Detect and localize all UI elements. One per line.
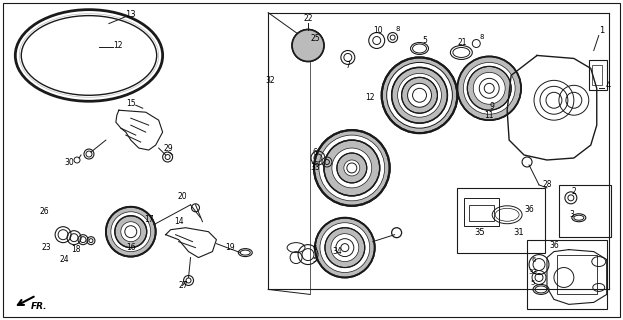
Circle shape: [106, 207, 156, 257]
Text: 29: 29: [164, 144, 173, 153]
Text: 36: 36: [549, 241, 559, 250]
Text: 8: 8: [396, 26, 400, 32]
Circle shape: [319, 135, 384, 201]
Bar: [557, 255, 597, 294]
Text: 33: 33: [310, 164, 320, 172]
Circle shape: [115, 216, 147, 248]
Text: 36: 36: [524, 205, 534, 214]
Text: 5: 5: [422, 36, 427, 45]
Text: 9: 9: [490, 102, 495, 111]
Text: 22: 22: [303, 14, 313, 23]
Circle shape: [325, 228, 365, 268]
Circle shape: [382, 58, 457, 133]
Text: 12: 12: [365, 93, 374, 102]
Circle shape: [407, 83, 432, 107]
Text: 12: 12: [113, 41, 123, 50]
Text: 5: 5: [313, 257, 317, 263]
Text: 17: 17: [144, 215, 153, 224]
Text: 31: 31: [514, 228, 525, 237]
Bar: [464, 198, 499, 226]
Text: 23: 23: [41, 243, 51, 252]
Text: 21: 21: [457, 38, 467, 47]
Circle shape: [392, 68, 447, 123]
Text: 18: 18: [71, 245, 81, 254]
Text: 1: 1: [599, 26, 604, 35]
Circle shape: [292, 29, 324, 61]
Text: 20: 20: [178, 192, 188, 201]
Circle shape: [337, 153, 367, 183]
Circle shape: [314, 130, 389, 206]
Text: 7: 7: [345, 61, 350, 70]
Text: 8: 8: [479, 34, 483, 40]
Text: 6: 6: [313, 244, 317, 251]
Text: 6: 6: [313, 148, 318, 156]
Text: 32: 32: [265, 76, 275, 85]
Text: 24: 24: [59, 255, 69, 264]
Text: FR.: FR.: [31, 302, 48, 311]
Text: 11: 11: [485, 111, 494, 120]
Text: 26: 26: [39, 207, 49, 216]
Text: 15: 15: [126, 99, 136, 108]
Bar: [559, 185, 611, 237]
Text: 16: 16: [126, 243, 136, 252]
Circle shape: [344, 160, 360, 176]
Bar: [592, 65, 602, 85]
Circle shape: [320, 223, 369, 273]
Circle shape: [332, 148, 372, 188]
Text: 13: 13: [125, 10, 136, 19]
Text: 33: 33: [528, 268, 538, 275]
Text: 6: 6: [532, 257, 536, 263]
Circle shape: [457, 56, 521, 120]
Bar: [469, 205, 494, 221]
Circle shape: [387, 62, 452, 128]
Text: 10: 10: [373, 26, 383, 35]
Circle shape: [473, 72, 505, 104]
Text: 5: 5: [531, 280, 535, 286]
Bar: [589, 60, 607, 90]
Text: 14: 14: [174, 217, 183, 226]
Circle shape: [397, 73, 442, 117]
Text: 19: 19: [226, 243, 235, 252]
Text: 35: 35: [474, 228, 485, 237]
Circle shape: [121, 222, 141, 242]
Circle shape: [402, 77, 437, 113]
Bar: [457, 188, 545, 252]
Text: 27: 27: [179, 281, 188, 290]
Text: 4: 4: [606, 81, 611, 90]
Circle shape: [315, 218, 374, 277]
Circle shape: [324, 140, 379, 196]
Text: 28: 28: [542, 180, 552, 189]
Circle shape: [111, 212, 151, 252]
Bar: [527, 240, 607, 309]
Text: 3: 3: [569, 210, 574, 219]
Circle shape: [467, 67, 511, 110]
Text: 34: 34: [332, 247, 342, 256]
Circle shape: [331, 234, 359, 261]
Text: 2: 2: [571, 188, 576, 196]
Circle shape: [464, 62, 515, 114]
Text: 25: 25: [310, 34, 320, 43]
Text: 30: 30: [64, 158, 74, 167]
